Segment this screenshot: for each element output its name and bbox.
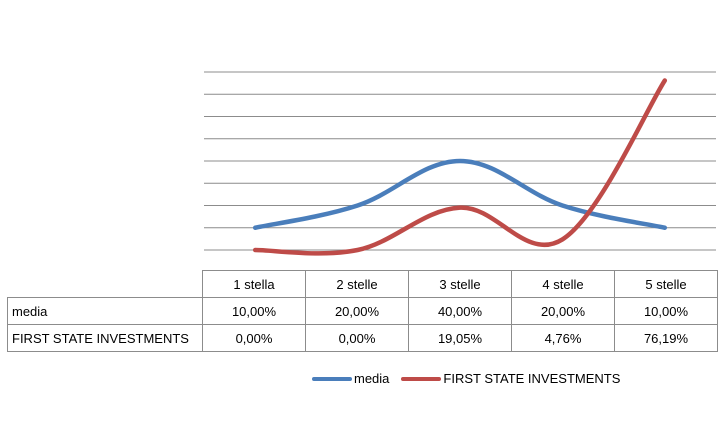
table-corner	[7, 270, 203, 298]
legend-item-media: media	[312, 371, 389, 386]
legend: media FIRST STATE INVESTMENTS	[312, 371, 632, 386]
table-header-row: 1 stella 2 stelle 3 stelle 4 stelle 5 st…	[7, 270, 718, 298]
data-label: 4,76%	[511, 324, 615, 352]
data-label: 20,00%	[305, 297, 409, 325]
data-label: 40,00%	[408, 297, 512, 325]
table-row-first-state: FIRST STATE INVESTMENTS 0,00% 0,00% 19,0…	[7, 324, 718, 352]
data-table: 1 stella 2 stelle 3 stelle 4 stelle 5 st…	[7, 270, 718, 352]
legend-label: media	[354, 371, 390, 386]
category-label: 3 stelle	[408, 270, 512, 298]
legend-label: FIRST STATE INVESTMENTS	[443, 371, 621, 386]
data-label: 10,00%	[614, 297, 718, 325]
series-line-first-state	[252, 78, 668, 256]
data-label: 10,00%	[202, 297, 306, 325]
legend-swatch-media	[312, 376, 352, 381]
data-label: 20,00%	[511, 297, 615, 325]
legend-item-first-state: FIRST STATE INVESTMENTS	[401, 371, 620, 386]
series-line-media	[252, 158, 668, 230]
data-label: 76,19%	[614, 324, 718, 352]
series-name-cell: FIRST STATE INVESTMENTS	[7, 324, 203, 352]
series-lines	[252, 78, 668, 256]
table-row-media: media 10,00% 20,00% 40,00% 20,00% 10,00%	[7, 297, 718, 325]
data-label: 0,00%	[202, 324, 306, 352]
category-label: 2 stelle	[305, 270, 409, 298]
data-label: 19,05%	[408, 324, 512, 352]
data-label: 0,00%	[305, 324, 409, 352]
category-label: 4 stelle	[511, 270, 615, 298]
series-name-cell: media	[7, 297, 203, 325]
legend-swatch-first-state	[401, 376, 442, 381]
category-label: 1 stella	[202, 270, 306, 298]
category-label: 5 stelle	[614, 270, 718, 298]
